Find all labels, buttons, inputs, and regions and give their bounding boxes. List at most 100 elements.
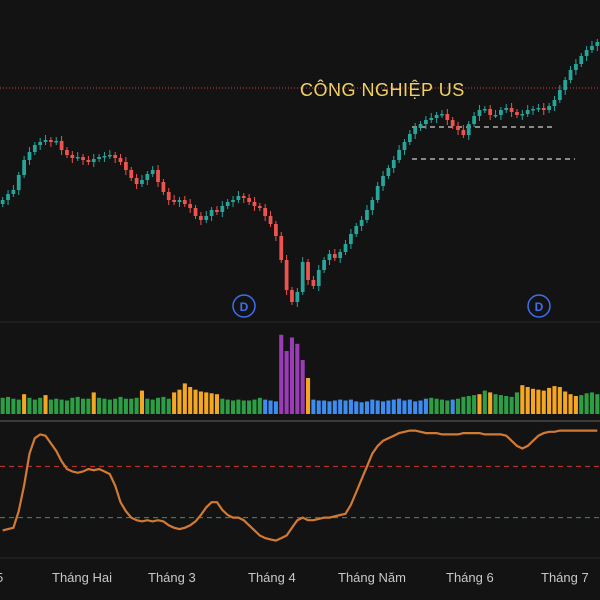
volume-bar bbox=[338, 399, 343, 414]
volume-bar bbox=[482, 390, 487, 414]
volume-bar bbox=[579, 395, 584, 414]
volume-bar bbox=[0, 397, 5, 414]
volume-bar bbox=[359, 402, 364, 414]
candle-body bbox=[241, 196, 246, 198]
candle-body bbox=[520, 114, 525, 116]
dividend-marker-label: D bbox=[535, 300, 544, 314]
candle-body bbox=[472, 116, 476, 124]
candle-body bbox=[515, 112, 519, 115]
volume-bar bbox=[520, 385, 525, 414]
volume-bar bbox=[343, 400, 348, 414]
volume-bar bbox=[220, 398, 225, 414]
x-tick-label: Tháng 3 bbox=[148, 570, 196, 585]
candle-body bbox=[43, 140, 48, 142]
volume-bar bbox=[64, 400, 69, 414]
candle-body bbox=[429, 118, 434, 120]
volume-bar bbox=[402, 400, 407, 414]
candlestick-series bbox=[0, 39, 600, 307]
volume-bar bbox=[439, 399, 444, 414]
dividend-marker[interactable]: D bbox=[232, 294, 256, 318]
volume-bar bbox=[209, 393, 214, 414]
volume-bar bbox=[498, 395, 503, 414]
candle-body bbox=[263, 208, 268, 216]
volume-bar bbox=[450, 399, 455, 414]
candle-body bbox=[391, 160, 396, 168]
candle-body bbox=[466, 124, 471, 135]
volume-bar bbox=[166, 398, 171, 414]
volume-bar bbox=[247, 400, 252, 414]
volume-bar bbox=[16, 399, 21, 414]
volume-bar bbox=[311, 399, 316, 414]
volume-bar bbox=[322, 400, 327, 414]
candle-body bbox=[370, 200, 375, 210]
x-tick-label: Tháng Năm bbox=[338, 570, 406, 585]
candle-body bbox=[27, 152, 32, 160]
candle-body bbox=[311, 280, 316, 286]
volume-bar bbox=[472, 395, 477, 414]
candle-body bbox=[38, 142, 43, 145]
candle-body bbox=[552, 100, 557, 106]
candle-body bbox=[81, 157, 85, 160]
volume-bar bbox=[461, 396, 466, 414]
candle-body bbox=[386, 168, 391, 176]
volume-bar bbox=[573, 396, 578, 414]
candle-body bbox=[595, 42, 600, 46]
candle-body bbox=[252, 202, 257, 206]
candle-body bbox=[279, 236, 284, 260]
volume-bar bbox=[547, 387, 552, 414]
candle-body bbox=[413, 128, 418, 134]
candle-body bbox=[327, 254, 332, 260]
volume-bar bbox=[236, 399, 241, 414]
candle-body bbox=[290, 290, 294, 302]
candle-body bbox=[407, 134, 412, 142]
dividend-marker-label: D bbox=[240, 300, 249, 314]
candle-body bbox=[525, 110, 530, 114]
candle-body bbox=[547, 106, 551, 110]
candle-body bbox=[563, 80, 568, 90]
volume-bar bbox=[434, 398, 439, 414]
volume-bar bbox=[70, 397, 75, 414]
volume-bar bbox=[150, 399, 155, 414]
candle-body bbox=[531, 109, 535, 111]
candle-body bbox=[156, 170, 160, 182]
volume-bar bbox=[97, 397, 102, 414]
volume-bar bbox=[59, 399, 64, 414]
volume-bar bbox=[263, 399, 268, 414]
x-tick-label: Tháng 6 bbox=[446, 570, 494, 585]
candle-body bbox=[274, 224, 278, 236]
dividend-marker[interactable]: D bbox=[527, 294, 551, 318]
candle-body bbox=[354, 226, 359, 234]
volume-bar bbox=[198, 391, 203, 414]
chart-title: CÔNG NGHIỆP US bbox=[300, 80, 465, 100]
candle-body bbox=[182, 200, 187, 204]
volume-bar bbox=[43, 395, 48, 414]
candle-body bbox=[204, 216, 209, 220]
volume-bar bbox=[504, 396, 509, 414]
volume-bar bbox=[509, 396, 514, 414]
candle-body bbox=[32, 145, 37, 152]
volume-bar bbox=[370, 399, 375, 414]
dividend-marker-circle bbox=[527, 294, 551, 318]
volume-bar bbox=[38, 397, 43, 414]
candle-body bbox=[22, 160, 26, 175]
volume-bar bbox=[584, 393, 589, 414]
candle-body bbox=[145, 174, 150, 180]
candle-body bbox=[107, 155, 112, 157]
volume-bar bbox=[156, 397, 161, 414]
volume-bar bbox=[268, 400, 273, 414]
candle-body bbox=[161, 182, 166, 192]
volume-bar bbox=[514, 392, 519, 414]
volume-bar bbox=[172, 392, 177, 414]
volume-bar bbox=[22, 394, 27, 414]
candle-body bbox=[461, 130, 466, 135]
candle-body bbox=[118, 158, 123, 162]
volume-bar bbox=[134, 397, 139, 414]
volume-bar bbox=[225, 399, 230, 414]
candle-body bbox=[488, 109, 493, 115]
volume-bar bbox=[552, 386, 557, 414]
volume-bar bbox=[557, 387, 562, 414]
x-axis: 5 Tháng Hai Tháng 3 Tháng 4 Tháng Năm Th… bbox=[0, 570, 589, 585]
candle-body bbox=[359, 220, 364, 226]
candle-body bbox=[16, 175, 21, 190]
candle-body bbox=[268, 216, 273, 224]
